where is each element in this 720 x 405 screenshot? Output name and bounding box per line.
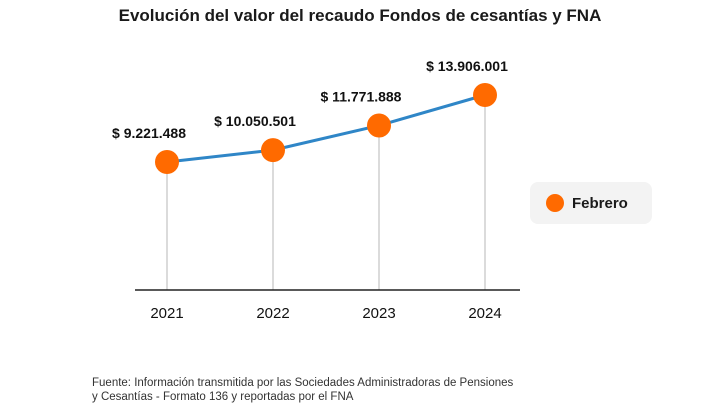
x-tick-label-2024: 2024 <box>468 305 501 322</box>
legend-marker-icon <box>546 194 564 212</box>
data-point-2023 <box>367 113 391 138</box>
source-line-2: y Cesantías - Formato 136 y reportadas p… <box>92 391 354 403</box>
data-label-2022: $ 10.050.501 <box>214 113 296 129</box>
x-tick-label-2022: 2022 <box>256 305 289 322</box>
data-point-2022 <box>261 138 285 163</box>
data-markers <box>155 83 497 174</box>
source-note: Fuente: Información transmitida por las … <box>92 376 612 404</box>
data-label-2024: $ 13.906.001 <box>426 58 508 74</box>
data-label-2021: $ 9.221.488 <box>112 125 186 141</box>
x-tick-label-2021: 2021 <box>150 305 183 322</box>
data-point-2021 <box>155 150 179 174</box>
series-line-febrero <box>166 93 486 164</box>
data-point-2024 <box>473 83 497 107</box>
x-tick-labels: 2021 2022 2023 2024 <box>150 305 501 322</box>
legend-label: Febrero <box>572 194 628 212</box>
drop-lines <box>166 95 486 290</box>
chart-title: Evolución del valor del recaudo Fondos d… <box>118 6 602 25</box>
data-label-2023: $ 11.771.888 <box>321 89 402 105</box>
x-tick-label-2023: 2023 <box>362 305 395 322</box>
series-line-group <box>166 93 486 164</box>
source-line-1: Fuente: Información transmitida por las … <box>92 377 514 389</box>
data-labels: $ 9.221.488 $ 10.050.501 $ 11.771.888 $ 13.… <box>112 58 508 141</box>
legend: Febrero <box>530 182 652 224</box>
